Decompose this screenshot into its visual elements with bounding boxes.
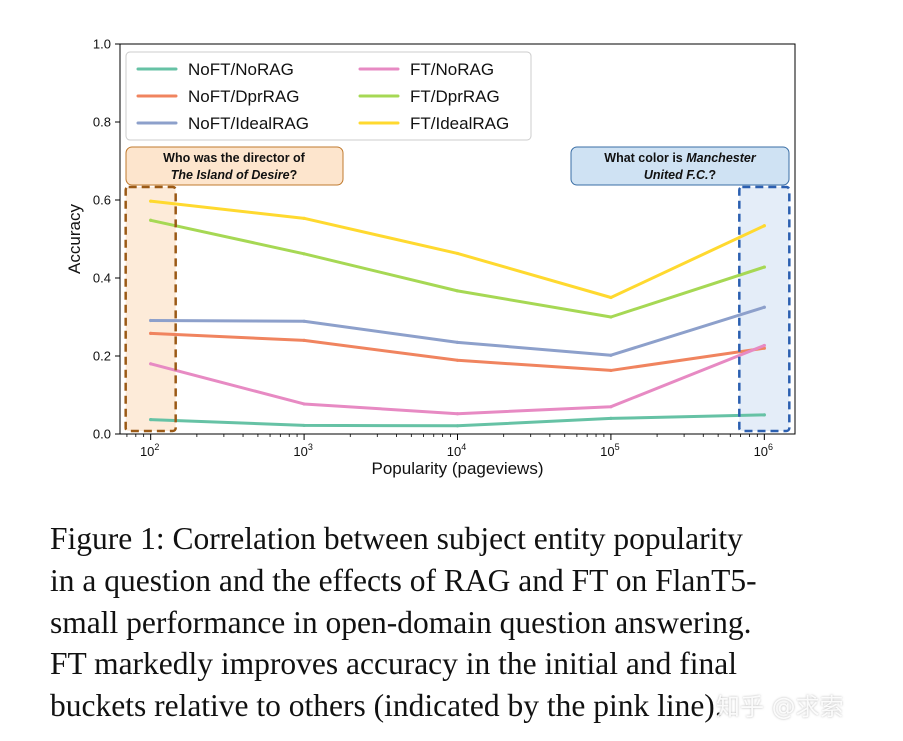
- data-point: [149, 362, 153, 366]
- y-tick-label: 0.4: [93, 271, 111, 286]
- data-point: [762, 305, 766, 309]
- highlight-regions: [125, 187, 790, 431]
- annotation-text-left: The Island of Desire?: [171, 168, 297, 182]
- figure-caption: Figure 1: Correlation between subject en…: [50, 518, 850, 727]
- y-tick-label: 0.8: [93, 115, 111, 130]
- data-point: [455, 340, 460, 344]
- y-tick-label: 0.2: [93, 349, 111, 364]
- x-tick-label: 106: [754, 442, 773, 459]
- data-point: [302, 402, 306, 406]
- caption-line: small performance in open-domain questio…: [50, 604, 752, 640]
- y-tick-label: 0.0: [93, 427, 111, 442]
- annotation-box-left: [125, 146, 344, 186]
- annotation-box-right: [570, 146, 790, 186]
- series-line-noft-norag: [149, 413, 766, 428]
- watermark: 知乎 @求索: [716, 693, 844, 721]
- data-point: [609, 405, 613, 409]
- legend-label: NoFT/NoRAG: [188, 60, 294, 79]
- dashed-box-right: [738, 185, 791, 433]
- data-point: [762, 265, 766, 269]
- data-point: [302, 423, 306, 428]
- data-point: [149, 331, 153, 335]
- annotation-text-right: What color is Manchester: [604, 151, 757, 165]
- annotation-text-right: United F.C.?: [644, 168, 716, 182]
- data-point: [302, 216, 306, 220]
- legend: NoFT/NoRAG NoFT/DprRAG NoFT/IdealRAG FT/NoR…: [125, 51, 532, 141]
- legend-label: FT/DprRAG: [410, 87, 500, 106]
- x-axis-ticks: 102 103 104 105 106: [126, 434, 773, 459]
- data-point: [762, 224, 766, 228]
- data-point: [302, 319, 306, 323]
- data-point: [302, 338, 306, 342]
- legend-frame: [125, 51, 532, 141]
- data-point: [149, 218, 153, 222]
- data-point: [609, 315, 613, 319]
- accuracy-line-chart: Who was the director of The Island of Des…: [65, 37, 796, 478]
- series-line-noft-dprrag: [149, 331, 766, 372]
- x-axis-label: Popularity (pageviews): [372, 459, 544, 478]
- legend-label: FT/NoRAG: [410, 60, 494, 79]
- annotation-text-left: Who was the director of: [163, 151, 306, 165]
- data-point: [455, 412, 460, 416]
- x-tick-label: 102: [140, 442, 159, 459]
- y-tick-label: 1.0: [93, 37, 111, 52]
- data-point: [149, 417, 153, 422]
- data-point: [762, 343, 766, 348]
- caption-line: Figure 1: Correlation between subject en…: [50, 521, 743, 556]
- series-line-noft-idealrag: [149, 305, 766, 357]
- dashed-box-left: [124, 185, 177, 433]
- data-point: [609, 416, 613, 420]
- data-point: [302, 252, 306, 256]
- legend-label: NoFT/IdealRAG: [188, 114, 309, 133]
- series-lines: [149, 199, 766, 428]
- data-point: [455, 424, 460, 428]
- highlight-region-left: [125, 187, 176, 431]
- data-point: [609, 368, 613, 373]
- y-axis-ticks: 0.0 0.2 0.4 0.6 0.8 1.0: [93, 37, 120, 442]
- data-point: [609, 353, 613, 357]
- data-point: [455, 251, 460, 256]
- x-tick-label: 104: [447, 442, 466, 459]
- data-point: [149, 318, 153, 323]
- legend-label: FT/IdealRAG: [410, 114, 509, 133]
- data-point: [149, 199, 153, 203]
- series-line-ft-idealrag: [149, 199, 766, 299]
- data-point: [455, 358, 460, 362]
- x-tick-label: 103: [293, 442, 312, 459]
- data-point: [609, 295, 613, 300]
- annotation-boxes: Who was the director of The Island of Des…: [124, 146, 791, 433]
- caption-line: buckets relative to others (indicated by…: [50, 688, 723, 724]
- y-tick-label: 0.6: [93, 193, 111, 208]
- data-point: [455, 289, 460, 293]
- series-line-ft-norag: [149, 343, 766, 416]
- data-point: [762, 413, 766, 417]
- caption-line: in a question and the effects of RAG and…: [50, 562, 757, 598]
- x-tick-label: 105: [600, 442, 619, 459]
- y-axis-label: Accuracy: [65, 204, 84, 274]
- caption-line: FT markedly improves accuracy in the ini…: [50, 646, 737, 682]
- highlight-region-right: [739, 187, 790, 431]
- legend-label: NoFT/DprRAG: [188, 87, 299, 106]
